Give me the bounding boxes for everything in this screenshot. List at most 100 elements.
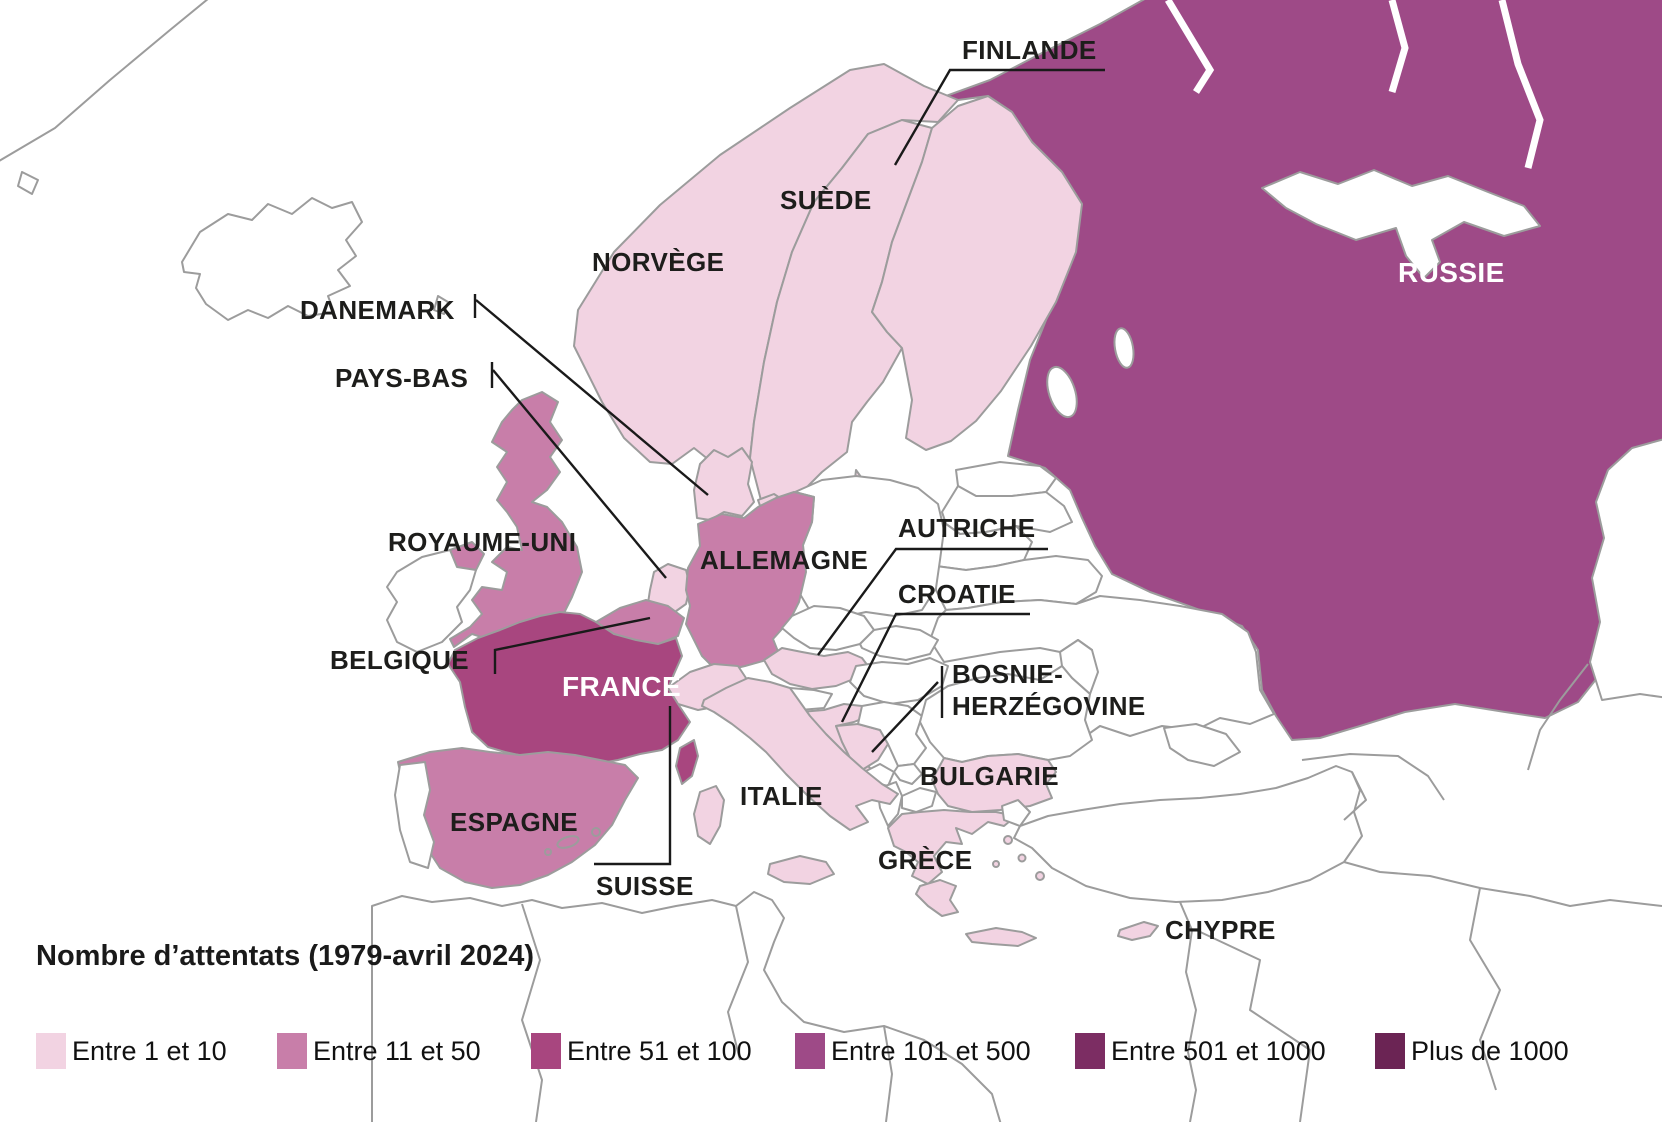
border-morocco-algeria [521,903,543,1122]
island-greenland-islet [17,171,39,195]
legend-label-3: Entre 51 et 100 [567,1035,752,1066]
country-grece [887,809,1017,885]
island-baleares-3 [544,848,552,856]
legend-item-3: Entre 51 et 100 [531,1032,752,1070]
legend-title: Nombre d’attentats (1979-avril 2024) [36,940,535,972]
border-georgia [1301,753,1445,801]
country-slovakia [859,625,939,661]
island-aegean-1 [1003,835,1013,845]
legend-label-5: Entre 501 et 1000 [1111,1035,1326,1066]
country-chypre [1117,921,1159,941]
callout-danemark [475,299,709,496]
island-faroe [433,295,449,315]
legend-item-6: Plus de 1000 [1375,1032,1569,1070]
callout-paysbas [492,369,667,579]
label-autriche: AUTRICHE [898,513,1036,543]
island-rhodes [1035,871,1045,881]
label-russie: RUSSIE [1398,257,1505,288]
border-libya-egypt [883,1025,893,1122]
label-france: FRANCE [562,671,682,702]
legend-swatch-1 [36,1033,66,1069]
legend-item-4: Entre 101 et 500 [795,1032,1031,1070]
island-aegean-3 [992,860,1000,868]
country-hungary [849,657,949,705]
country-allemagne [685,491,815,671]
arctic-river [1498,0,1544,169]
label-suisse: SUISSE [596,871,694,901]
island-sardaigne [693,785,725,845]
label-suede: SUÈDE [780,185,872,215]
country-turquie [1013,765,1363,903]
island-baleares-2 [591,827,601,837]
border-algeria-tunisia [727,905,749,1061]
label-allemagne: ALLEMAGNE [700,545,869,575]
label-belgique: BELGIQUE [330,645,469,675]
legend-item-1: Entre 1 et 10 [36,1032,227,1070]
country-finlande [871,95,1083,451]
border-armenia [1343,771,1367,821]
white-sea [1261,169,1541,279]
label-chypre: CHYPRE [1165,915,1276,945]
legend-label-6: Plus de 1000 [1411,1035,1569,1066]
callout-belgique [493,616,651,674]
callout-suisse [594,706,672,866]
label-espagne: ESPAGNE [450,807,579,837]
island-sicile [767,855,835,885]
legend-swatch-3 [531,1033,561,1069]
callout-finlande [893,68,1105,166]
arctic-strait [1164,0,1215,94]
island-corse [675,739,699,785]
callout-bosnie [871,681,939,753]
label-bulgarie: BULGARIE [920,761,1059,791]
country-espagne [397,747,639,889]
border-iraq [1469,887,1501,1091]
border-syria-iraq [1343,861,1662,907]
legend-swatch-2 [277,1033,307,1069]
legend-item-2: Entre 11 et 50 [277,1032,481,1070]
coast-caspian-west [1527,663,1589,771]
label-norvege: NORVÈGE [592,247,725,277]
island-crete [965,927,1037,947]
label-finlande: FINLANDE [962,35,1097,65]
country-iceland [181,197,363,321]
label-grece: GRÈCE [878,845,973,875]
country-danemark [693,447,755,521]
country-portugal [394,761,435,869]
country-grece-peloponnese [915,879,959,917]
country-macedonia [901,787,937,813]
island-aegean-2 [1017,853,1027,863]
legend-label-4: Entre 101 et 500 [831,1035,1031,1066]
legend-swatch-6 [1375,1033,1405,1069]
label-croatie: CROATIE [898,579,1016,609]
label-danemark: DANEMARK [300,295,455,325]
country-turquie-thrace [1001,799,1031,827]
caspian-sea [1589,438,1662,701]
label-royaumeuni: ROYAUME-UNI [388,527,577,557]
callout-croatie [840,612,1030,723]
label-italie: ITALIE [740,781,823,811]
arctic-strait-2 [1388,0,1409,93]
legend-item-5: Entre 501 et 1000 [1075,1032,1326,1070]
country-royaumeuni [449,391,583,648]
country-france [447,611,691,765]
label-bosnie-line1: BOSNIE- [952,659,1064,689]
country-crimea [1163,723,1241,767]
country-irlande [386,549,477,653]
label-bosnie-line2: HERZÉGOVINE [952,691,1146,721]
legend-swatch-4 [795,1033,825,1069]
coast-levant [1179,901,1197,1122]
lake-ladoga [1046,365,1078,419]
coast-north-africa [371,891,1002,1122]
legend-swatch-5 [1075,1033,1105,1069]
callout-autriche [817,547,1048,656]
country-serbia [857,701,927,767]
island-baleares-1 [556,835,580,849]
legend-label-2: Entre 11 et 50 [313,1035,481,1066]
country-greenland-coast [0,0,209,162]
border-jordan [1195,929,1311,1122]
lake-onega [1113,327,1135,369]
label-paysbas: PAYS-BAS [335,363,469,393]
country-kosovo [893,763,923,785]
